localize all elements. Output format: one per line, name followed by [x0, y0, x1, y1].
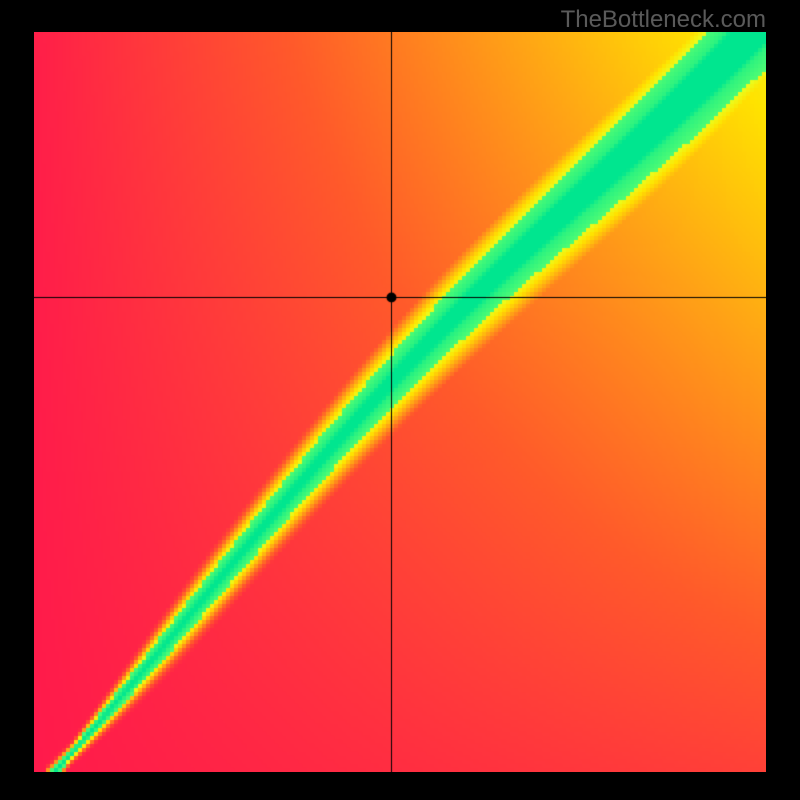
- chart-container: TheBottleneck.com: [0, 0, 800, 800]
- watermark-text: TheBottleneck.com: [561, 6, 766, 34]
- heatmap-canvas: [34, 32, 766, 772]
